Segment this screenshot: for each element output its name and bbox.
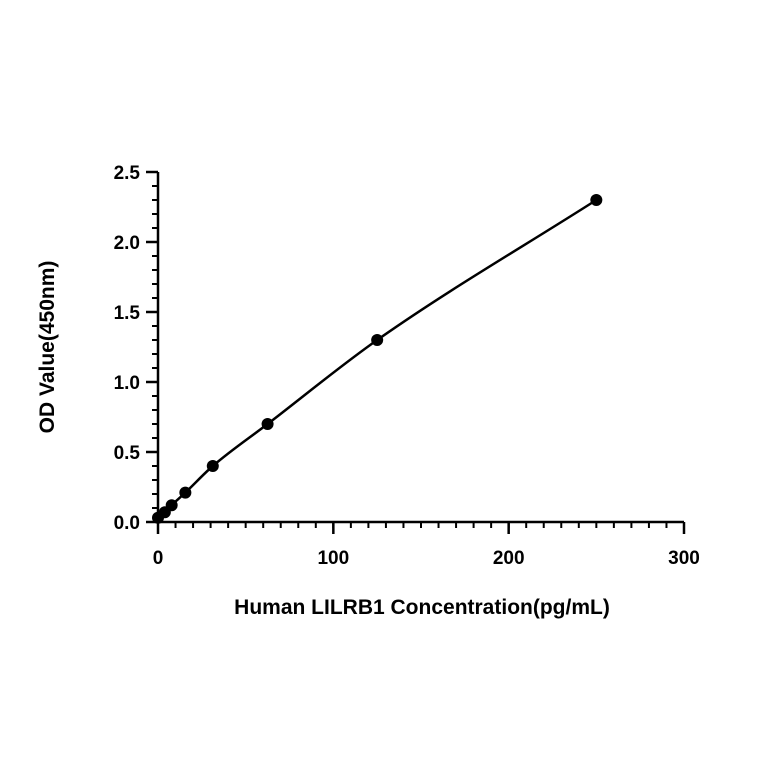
data-points (152, 194, 603, 524)
y-tick-label: 1.0 (114, 373, 140, 394)
x-tick-labels: 0 100 200 300 (153, 548, 700, 569)
data-point (590, 194, 603, 206)
y-tick-label: 0.0 (114, 513, 140, 534)
y-tick-label: 0.5 (114, 443, 141, 464)
y-axis-title: OD Value(450nm) (36, 261, 59, 434)
y-tick-labels: 0.0 0.5 1.0 1.5 2.0 2.5 (114, 163, 141, 534)
y-tick-label: 2.5 (114, 163, 141, 184)
data-point (179, 486, 192, 499)
minor-ticks (152, 171, 685, 528)
data-point (371, 334, 384, 346)
data-point (165, 499, 178, 512)
data-point (206, 460, 219, 472)
data-point (261, 418, 274, 430)
fit-curve (157, 198, 598, 519)
x-tick-label: 100 (317, 548, 349, 569)
x-tick-label: 300 (668, 548, 700, 569)
major-ticks (146, 170, 686, 534)
y-tick-label: 1.5 (114, 303, 141, 324)
x-tick-label: 0 (153, 548, 164, 569)
x-tick-label: 200 (493, 548, 525, 569)
y-tick-label: 2.0 (114, 233, 140, 254)
x-axis-title: Human LILRB1 Concentration(pg/mL) (234, 596, 610, 619)
